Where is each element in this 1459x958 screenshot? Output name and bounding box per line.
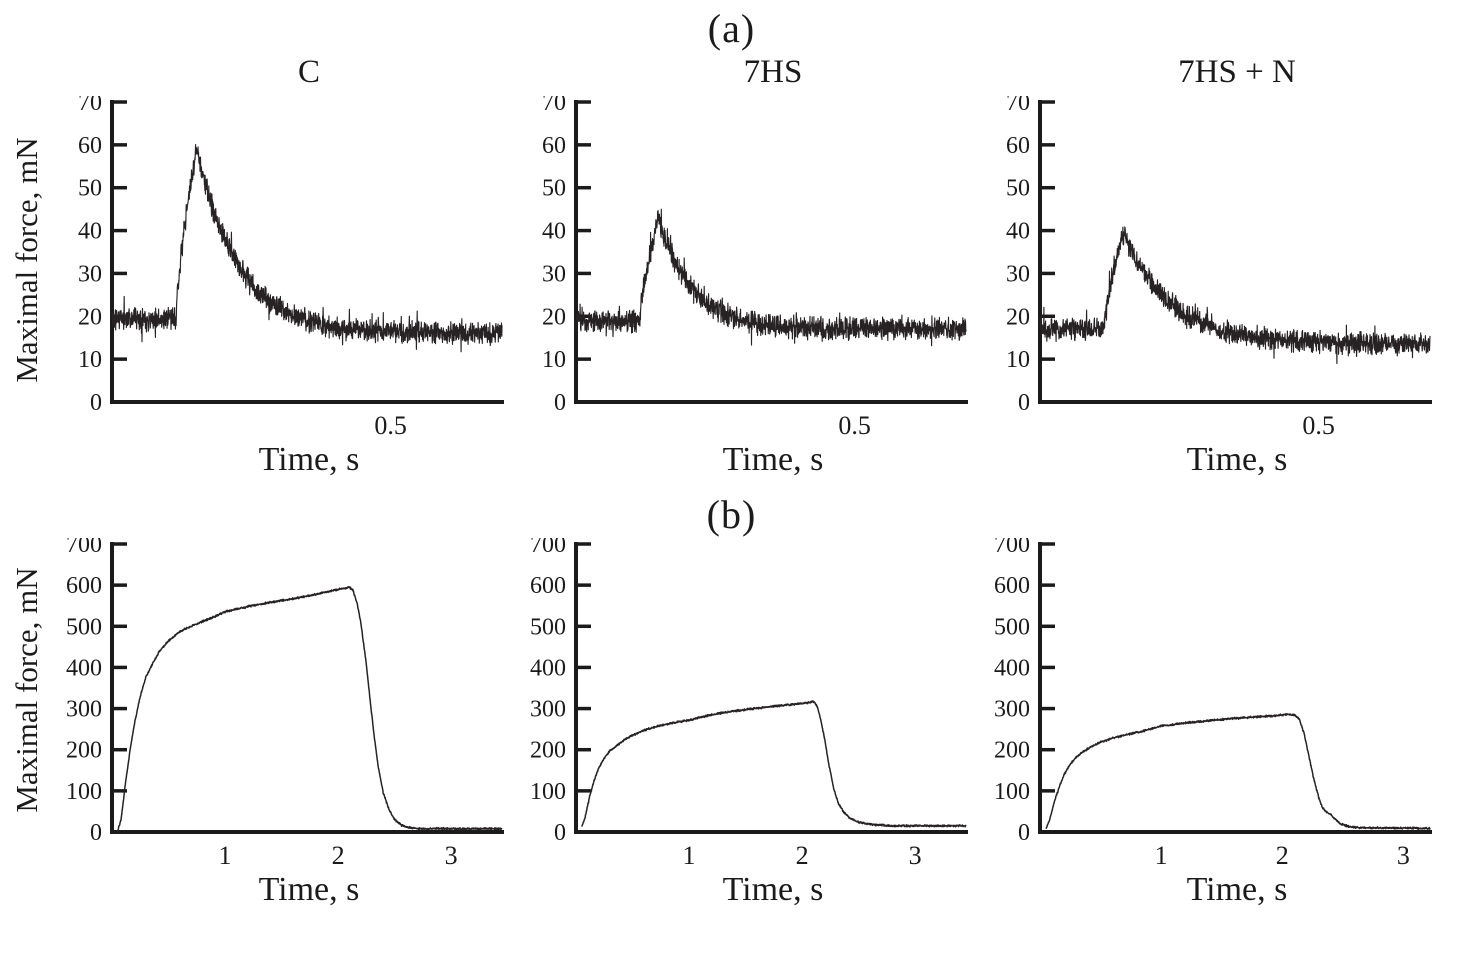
y-axis-title-b: Maximal force, mN xyxy=(9,567,44,813)
force-trace xyxy=(1039,226,1431,365)
y-tick-label: 700 xyxy=(994,538,1030,558)
x-tick-label: 1 xyxy=(1155,841,1168,870)
force-trace xyxy=(111,144,503,353)
y-tick-label: 600 xyxy=(530,573,566,599)
x-tick-label: 0.5 xyxy=(374,411,407,440)
y-tick-label: 40 xyxy=(78,219,102,245)
y-tick-label: 400 xyxy=(530,655,566,681)
y-tick-label: 70 xyxy=(1006,96,1030,116)
row-a-ylabel-column: Maximal force, mN xyxy=(4,52,50,472)
y-tick-label: 60 xyxy=(1006,133,1030,159)
y-tick-label: 500 xyxy=(530,614,566,640)
panel-title-7hs-n: 7HS + N xyxy=(1178,54,1296,90)
y-tick-label: 50 xyxy=(1006,176,1030,202)
panel-b-7hs: 0 100 200 300 400 500 600 700 1 2 3 Time, s xyxy=(514,538,978,912)
force-trace xyxy=(1045,713,1431,831)
force-trace xyxy=(581,700,967,828)
y-tick-label: 700 xyxy=(530,538,566,558)
y-tick-label: 300 xyxy=(530,697,566,723)
y-tick-label: 300 xyxy=(994,697,1030,723)
x-tick-label: 3 xyxy=(1397,841,1410,870)
y-tick-label: 400 xyxy=(994,655,1030,681)
y-tick-label: 10 xyxy=(78,347,102,373)
row-b-ylabel-column: Maximal force, mN xyxy=(4,538,50,958)
y-tick-label: 200 xyxy=(530,738,566,764)
y-tick-label: 100 xyxy=(66,779,102,805)
panel-title-7hs: 7HS xyxy=(743,54,803,90)
y-tick-label: 70 xyxy=(78,96,102,116)
x-tick-label: 1 xyxy=(219,841,232,870)
y-tick-label: 70 xyxy=(542,96,566,116)
x-axis-title: Time, s xyxy=(722,871,824,908)
y-tick-label: 200 xyxy=(994,738,1030,764)
trace-plot-a-7hs-n: 0 10 20 30 40 50 60 70 0.5 xyxy=(1006,96,1432,440)
x-axis-title: Time, s xyxy=(722,441,824,478)
x-tick-label: 2 xyxy=(796,841,809,870)
y-tick-label: 400 xyxy=(66,655,102,681)
row-a: Maximal force, mN C 0 10 20 30 40 50 60 70 0.5 T… xyxy=(4,52,1459,482)
y-tick-label: 40 xyxy=(542,219,566,245)
x-tick-label: 3 xyxy=(909,841,922,870)
trace-plot-b-c: 0 100 200 300 400 500 600 700 1 2 3 xyxy=(66,538,504,870)
y-tick-label: 60 xyxy=(78,133,102,159)
y-tick-label: 0 xyxy=(90,390,102,416)
y-tick-label: 0 xyxy=(554,820,566,846)
force-trace xyxy=(116,585,503,833)
y-tick-label: 0 xyxy=(1018,390,1030,416)
y-tick-label: 20 xyxy=(542,304,566,330)
y-tick-label: 300 xyxy=(66,697,102,723)
x-tick-label: 2 xyxy=(332,841,345,870)
force-trace xyxy=(575,208,967,347)
x-tick-label: 1 xyxy=(683,841,696,870)
y-tick-label: 10 xyxy=(1006,347,1030,373)
y-tick-label: 20 xyxy=(78,304,102,330)
y-tick-label: 50 xyxy=(78,176,102,202)
y-tick-label: 50 xyxy=(542,176,566,202)
y-tick-label: 700 xyxy=(66,538,102,558)
y-tick-label: 30 xyxy=(78,261,102,287)
x-axis-title: Time, s xyxy=(1186,441,1288,478)
y-tick-label: 20 xyxy=(1006,304,1030,330)
panel-b-c: 0 100 200 300 400 500 600 700 1 2 3 Time, s xyxy=(50,538,514,912)
x-axis-title: Time, s xyxy=(258,871,360,908)
section-a-label: (a) xyxy=(707,6,756,51)
y-tick-label: 40 xyxy=(1006,219,1030,245)
panel-title-c: C xyxy=(297,54,320,90)
x-tick-label: 3 xyxy=(445,841,458,870)
y-tick-label: 500 xyxy=(994,614,1030,640)
trace-plot-a-c: 0 10 20 30 40 50 60 70 0.5 xyxy=(78,96,504,440)
x-axis-title: Time, s xyxy=(1186,871,1288,908)
trace-plot-b-7hs-n: 0 100 200 300 400 500 600 700 1 2 3 xyxy=(994,538,1432,870)
x-tick-label: 0.5 xyxy=(1302,411,1335,440)
panel-a-7hs: 7HS 0 10 20 30 40 50 60 70 0.5 Time, s xyxy=(514,52,978,482)
y-tick-label: 200 xyxy=(66,738,102,764)
y-tick-label: 30 xyxy=(1006,261,1030,287)
y-tick-label: 100 xyxy=(994,779,1030,805)
panel-b-7hs-n: 0 100 200 300 400 500 600 700 1 2 3 Time, s xyxy=(978,538,1442,912)
panel-a-c: C 0 10 20 30 40 50 60 70 0.5 Time, s xyxy=(50,52,514,482)
y-tick-label: 500 xyxy=(66,614,102,640)
y-tick-label: 0 xyxy=(1018,820,1030,846)
y-tick-label: 30 xyxy=(542,261,566,287)
section-b-label: (b) xyxy=(706,492,757,537)
row-b: Maximal force, mN 0 100 200 300 400 500 600 700… xyxy=(4,538,1459,958)
x-axis-title: Time, s xyxy=(258,441,360,478)
y-axis-title-a: Maximal force, mN xyxy=(9,137,44,383)
y-tick-label: 600 xyxy=(66,573,102,599)
panel-a-7hs-n: 7HS + N 0 10 20 30 40 50 60 70 0.5 Time, s xyxy=(978,52,1442,482)
y-tick-label: 0 xyxy=(554,390,566,416)
y-tick-label: 600 xyxy=(994,573,1030,599)
x-tick-label: 2 xyxy=(1276,841,1289,870)
y-tick-label: 0 xyxy=(90,820,102,846)
y-tick-label: 10 xyxy=(542,347,566,373)
y-tick-label: 100 xyxy=(530,779,566,805)
x-tick-label: 0.5 xyxy=(838,411,871,440)
y-tick-label: 60 xyxy=(542,133,566,159)
trace-plot-a-7hs: 0 10 20 30 40 50 60 70 0.5 xyxy=(542,96,968,440)
trace-plot-b-7hs: 0 100 200 300 400 500 600 700 1 2 3 xyxy=(530,538,968,870)
